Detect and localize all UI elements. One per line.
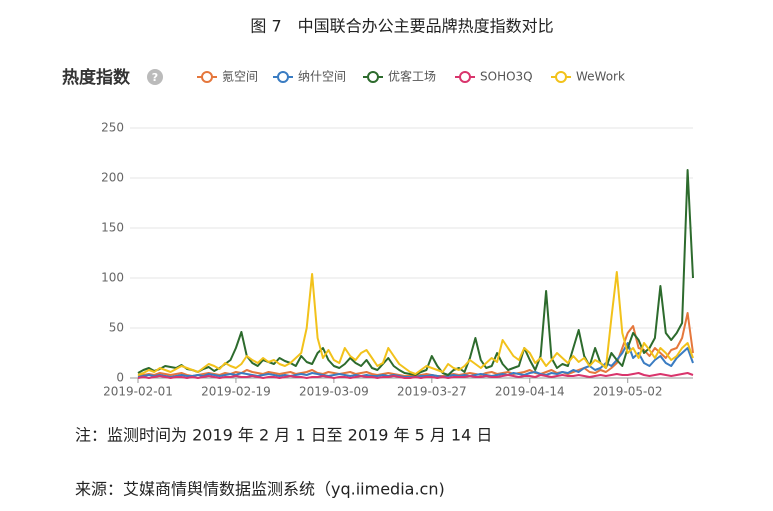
source: 来源：艾媒商情舆情数据监测系统（yq.iimedia.cn) <box>75 480 445 499</box>
note: 注：监测时间为 2019 年 2 月 1 日至 2019 年 5 月 14 日 <box>75 426 492 445</box>
x-tick-label: 2019-03-27 <box>397 385 467 399</box>
y-tick-label: 250 <box>101 121 124 135</box>
x-tick-label: 2019-02-01 <box>103 385 173 399</box>
y-tick-label: 150 <box>101 221 124 235</box>
legend-marker <box>201 71 213 83</box>
legend-item[interactable]: 纳什空间 <box>273 70 346 84</box>
series-line <box>137 271 694 376</box>
chart-title: 图 7 中国联合办公主要品牌热度指数对比 <box>250 17 553 36</box>
legend-label: 优客工场 <box>388 69 436 84</box>
legend-marker <box>459 71 471 83</box>
legend-marker <box>555 71 567 83</box>
x-tick-label: 2019-04-14 <box>495 385 565 399</box>
legend-label: WeWork <box>576 70 625 84</box>
y-tick-label: 0 <box>116 371 124 385</box>
help-icon[interactable] <box>147 69 163 85</box>
legend-label: 纳什空间 <box>298 70 346 84</box>
legend: 氪空间 纳什空间 优客工场 SOHO3Q WeWork <box>197 69 625 84</box>
x-tick-label: 2019-03-09 <box>299 385 369 399</box>
y-tick-label: 100 <box>101 271 124 285</box>
y-tick-label: 50 <box>109 321 124 335</box>
series-line <box>137 372 694 379</box>
legend-label: 氪空间 <box>222 69 258 84</box>
plot <box>137 169 694 379</box>
legend-item[interactable]: SOHO3Q <box>455 70 533 84</box>
x-tick-label: 2019-05-02 <box>593 385 663 399</box>
legend-item[interactable]: WeWork <box>551 70 625 84</box>
y-tick-label: 200 <box>101 171 124 185</box>
legend-marker <box>277 71 289 83</box>
legend-marker <box>367 71 379 83</box>
legend-label: SOHO3Q <box>480 70 533 84</box>
legend-item[interactable]: 氪空间 <box>197 69 258 84</box>
help-icon-mark: ? <box>152 71 158 84</box>
x-tick-label: 2019-02-19 <box>201 385 271 399</box>
chart-subtitle: 热度指数 <box>62 67 131 88</box>
legend-item[interactable]: 优客工场 <box>363 69 436 84</box>
